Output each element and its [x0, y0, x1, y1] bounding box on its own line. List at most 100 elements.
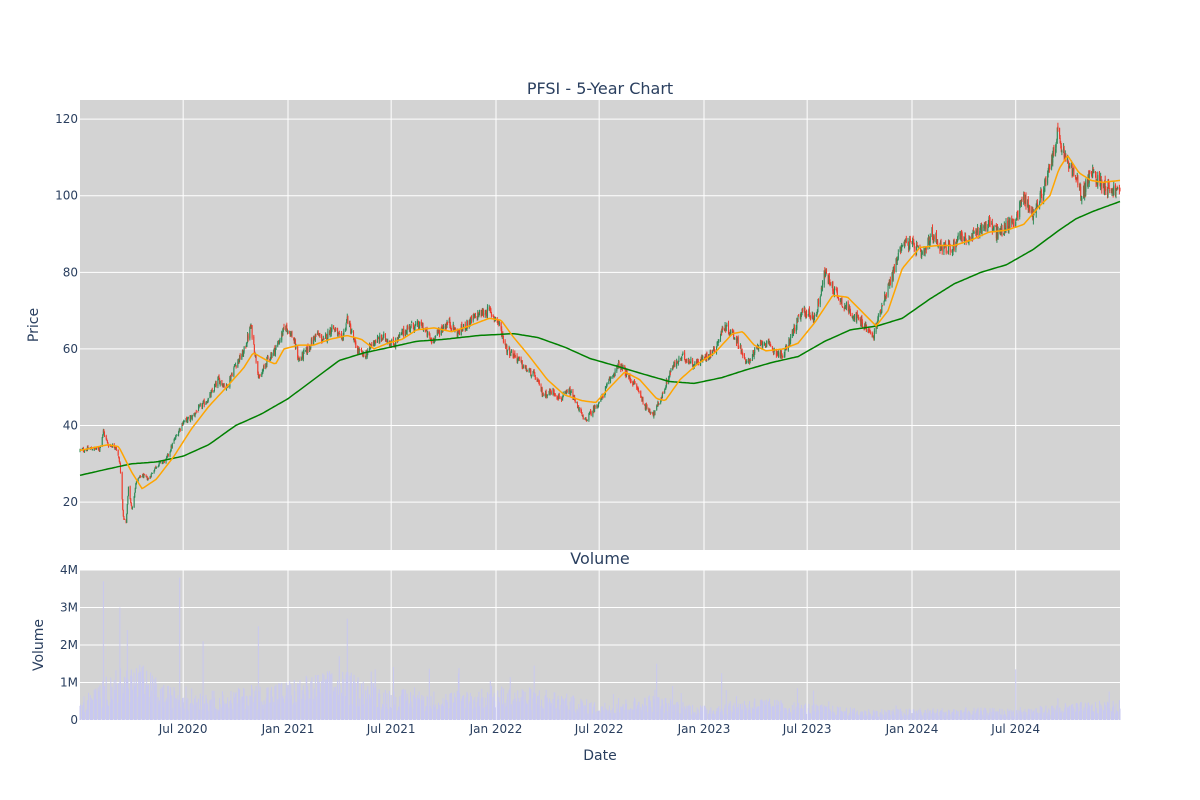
- candle-body: [293, 339, 295, 344]
- candle-body: [840, 298, 842, 302]
- volume-bar: [644, 698, 646, 720]
- volume-bar: [991, 707, 993, 720]
- volume-bar: [1064, 703, 1066, 720]
- candle-body: [606, 383, 608, 385]
- volume-bar: [820, 712, 822, 720]
- volume-bar: [1104, 707, 1106, 720]
- volume-bar: [593, 704, 595, 720]
- candle-body: [765, 343, 767, 348]
- candle-body: [556, 396, 558, 398]
- candle-body: [924, 249, 926, 253]
- candle-body: [549, 390, 551, 394]
- volume-bar: [1007, 714, 1009, 720]
- x-tick-label: Jul 2023: [782, 722, 832, 736]
- volume-bar: [384, 689, 386, 720]
- candle-body: [853, 314, 855, 320]
- volume-bar: [217, 709, 219, 720]
- candle-body: [594, 406, 596, 408]
- volume-bar: [306, 686, 308, 720]
- volume-bar: [1060, 712, 1062, 720]
- volume-bar: [897, 714, 899, 720]
- candle-body: [418, 327, 420, 329]
- candle-body: [330, 327, 332, 333]
- volume-bar: [1111, 713, 1113, 720]
- candle-body: [1118, 188, 1120, 191]
- candle-body: [633, 381, 635, 384]
- candle-body: [841, 297, 843, 306]
- volume-bar: [367, 685, 369, 720]
- volume-bar: [194, 705, 196, 720]
- candle-body: [338, 333, 340, 335]
- candle-body: [881, 306, 883, 313]
- candle-body: [1017, 212, 1019, 218]
- candle-body: [489, 307, 491, 310]
- volume-bar: [1080, 702, 1082, 720]
- volume-bar: [694, 712, 696, 720]
- volume-bar: [913, 709, 915, 720]
- volume-bar: [777, 712, 779, 720]
- candle-body: [1031, 210, 1033, 213]
- candle-body: [1005, 221, 1007, 232]
- volume-bar: [138, 688, 140, 720]
- volume-bar: [641, 704, 643, 720]
- candle-body: [195, 411, 197, 413]
- candle-body: [114, 447, 116, 449]
- candle-body: [638, 390, 640, 392]
- volume-bar: [1093, 711, 1095, 720]
- volume-bar: [916, 710, 918, 720]
- candle-body: [219, 378, 221, 385]
- candle-body: [1016, 213, 1018, 215]
- candle-body: [279, 340, 281, 342]
- volume-bar: [541, 699, 543, 720]
- candle-body: [1104, 179, 1106, 188]
- volume-bar: [298, 686, 300, 720]
- candle-body: [632, 384, 634, 386]
- candle-body: [965, 234, 967, 241]
- volume-bar: [582, 702, 584, 720]
- volume-bar: [155, 677, 157, 720]
- candle-body: [831, 281, 833, 286]
- candle-body: [459, 331, 461, 335]
- candle-body: [266, 356, 268, 358]
- candle-body: [1068, 163, 1070, 169]
- candle-body: [706, 352, 708, 359]
- candle-body: [1024, 194, 1026, 203]
- candle-body: [1007, 220, 1009, 229]
- volume-bar: [98, 691, 100, 720]
- volume-bar: [437, 702, 439, 720]
- volume-bar: [1007, 708, 1009, 720]
- candle-body: [705, 353, 707, 360]
- volume-bar: [608, 705, 610, 720]
- volume-bar: [576, 708, 578, 720]
- candle-body: [710, 350, 712, 356]
- candle-body: [517, 358, 519, 362]
- candle-body: [420, 322, 422, 325]
- candle-body: [1039, 192, 1041, 203]
- candle-body: [1051, 159, 1053, 169]
- volume-bar: [318, 682, 320, 720]
- candle-body: [897, 258, 899, 260]
- candle-body: [146, 476, 148, 478]
- volume-bar: [191, 703, 193, 720]
- candle-body: [85, 449, 87, 451]
- candle-body: [198, 406, 200, 411]
- candle-body: [796, 319, 798, 322]
- candle-body: [249, 327, 251, 339]
- volume-bar: [772, 707, 774, 720]
- candle-body: [241, 350, 243, 357]
- volume-bar: [678, 713, 680, 720]
- volume-bar: [91, 703, 93, 720]
- candle-body: [840, 300, 842, 302]
- candle-body: [99, 446, 101, 451]
- volume-bar: [517, 705, 519, 720]
- volume-bar: [294, 690, 296, 720]
- candle-body: [725, 325, 727, 332]
- volume-bar: [976, 709, 978, 720]
- candle-body: [1076, 177, 1078, 179]
- volume-bar: [321, 681, 323, 720]
- candle-body: [916, 245, 918, 247]
- candle-body: [457, 332, 459, 338]
- candle-body: [390, 343, 392, 347]
- candle-body: [147, 478, 149, 481]
- volume-bar: [514, 698, 516, 720]
